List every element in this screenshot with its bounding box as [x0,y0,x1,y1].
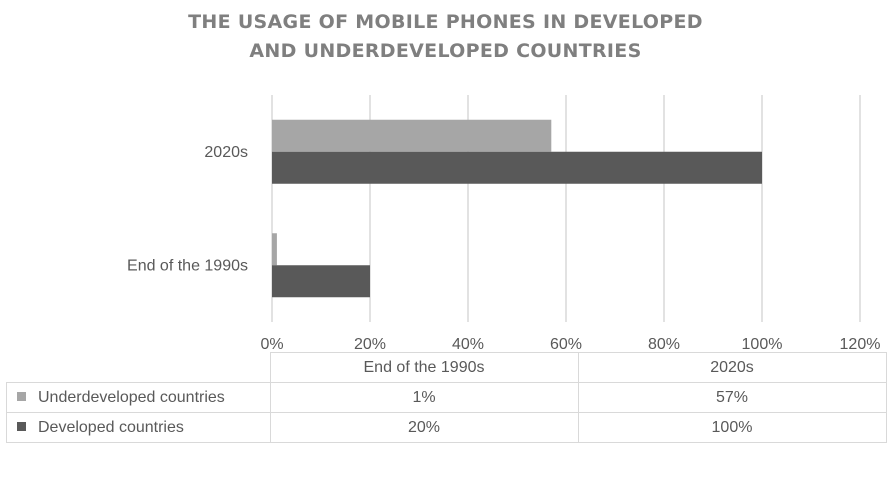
data-table-header-cell: 2020s [577,352,887,383]
bar [272,151,762,184]
legend-entry-underdeveloped: Underdeveloped countries [6,382,271,413]
bar [272,265,370,298]
data-table-header-cell: End of the 1990s [269,352,579,383]
x-tick-label: 120% [840,336,881,353]
bar-chart: 0% 20% 40% 60% 80% 100% 120% End of the 1990s 2… [127,95,880,353]
bar [272,119,552,152]
data-table-header-row: End of the 1990s 2020s [6,352,887,383]
category-labels: End of the 1990s 2020s [127,144,248,275]
legend-entry-developed: Developed countries [6,412,271,443]
x-tick-label: 60% [550,336,582,353]
data-table: End of the 1990s 2020s Underdeveloped co… [6,352,887,443]
data-table-value: 20% [269,412,579,443]
data-table-corner [6,352,271,383]
x-tick-label: 20% [354,336,386,353]
category-label: 2020s [204,144,248,161]
legend-label: Developed countries [38,418,184,436]
chart-title-line-1: THE USAGE OF MOBILE PHONES IN DEVELOPED [188,11,703,33]
bar [272,233,277,266]
legend-key-underdeveloped [17,391,26,401]
chart-title: THE USAGE OF MOBILE PHONES IN DEVELOPED … [0,8,891,66]
data-table-row: Developed countries 20% 100% [6,412,887,443]
x-tick-label: 0% [260,336,283,353]
x-tick-label: 80% [648,336,680,353]
data-table-value: 57% [577,382,887,413]
chart-title-line-2: AND UNDERDEVELOPED COUNTRIES [249,40,642,62]
x-axis-tick-labels: 0% 20% 40% 60% 80% 100% 120% [260,336,880,353]
x-tick-label: 100% [742,336,783,353]
legend-key-developed [17,421,26,431]
data-table-row: Underdeveloped countries 1% 57% [6,382,887,413]
data-table-value: 1% [269,382,579,413]
legend-label: Underdeveloped countries [38,388,225,406]
data-table-value: 100% [577,412,887,443]
category-label: End of the 1990s [127,257,248,274]
x-tick-label: 40% [452,336,484,353]
bars [272,119,762,298]
